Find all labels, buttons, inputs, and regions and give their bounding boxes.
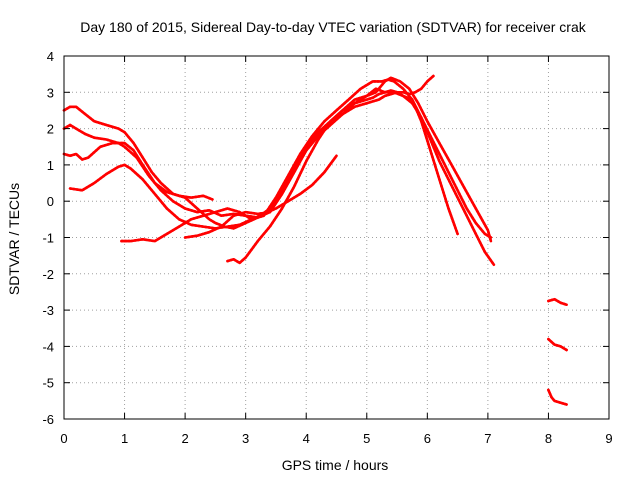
series-track-5 bbox=[120, 78, 496, 267]
x-tick-label: 9 bbox=[605, 431, 612, 446]
series-track-7 bbox=[226, 91, 493, 265]
x-axis-label: GPS time / hours bbox=[282, 457, 389, 473]
y-tick-label: -5 bbox=[42, 376, 54, 391]
series-track-6 bbox=[183, 76, 493, 243]
y-tick-label: -3 bbox=[42, 303, 54, 318]
x-tick-label: 1 bbox=[121, 431, 128, 446]
series-line bbox=[62, 141, 214, 201]
series-track-3 bbox=[62, 141, 214, 201]
data-series bbox=[62, 74, 568, 406]
series-line bbox=[226, 91, 493, 265]
x-tick-label: 7 bbox=[484, 431, 491, 446]
y-tick-label: 0 bbox=[47, 194, 54, 209]
axis-ticks: 0 1 2 3 4 5 6 7 8 9 4 3 2 1 0 -1 -2 -3 -4 -5 -6 bbox=[42, 49, 612, 446]
y-axis-label: SDTVAR / TECUs bbox=[6, 183, 22, 295]
chart-title: Day 180 of 2015, Sidereal Day-to-day VTE… bbox=[80, 19, 586, 35]
x-tick-label: 2 bbox=[181, 431, 188, 446]
x-tick-label: 4 bbox=[303, 431, 310, 446]
y-tick-label: -6 bbox=[42, 412, 54, 427]
y-tick-label: 4 bbox=[47, 49, 54, 64]
series-track-4 bbox=[68, 154, 338, 230]
series-track-1 bbox=[62, 74, 435, 230]
series-track-9 bbox=[547, 337, 568, 352]
series-line bbox=[547, 388, 568, 406]
series-line bbox=[547, 337, 568, 352]
y-tick-label: 1 bbox=[47, 158, 54, 173]
x-tick-label: 8 bbox=[545, 431, 552, 446]
series-marker-band bbox=[62, 87, 459, 236]
series-track-10 bbox=[547, 388, 568, 406]
series-line bbox=[62, 74, 435, 230]
series-line bbox=[62, 87, 459, 236]
y-tick-label: -2 bbox=[42, 267, 54, 282]
series-line bbox=[547, 297, 568, 307]
grid bbox=[64, 56, 609, 419]
x-tick-label: 5 bbox=[363, 431, 370, 446]
x-tick-label: 6 bbox=[424, 431, 431, 446]
series-track-2 bbox=[62, 87, 459, 236]
y-tick-label: 3 bbox=[47, 85, 54, 100]
series-track-8 bbox=[547, 297, 568, 307]
series-line bbox=[183, 76, 493, 243]
series-line bbox=[68, 154, 338, 230]
series-line bbox=[120, 78, 496, 267]
x-tick-label: 3 bbox=[242, 431, 249, 446]
x-tick-label: 0 bbox=[60, 431, 67, 446]
y-tick-label: -1 bbox=[42, 231, 54, 246]
y-tick-label: -4 bbox=[42, 339, 54, 354]
y-tick-label: 2 bbox=[47, 122, 54, 137]
